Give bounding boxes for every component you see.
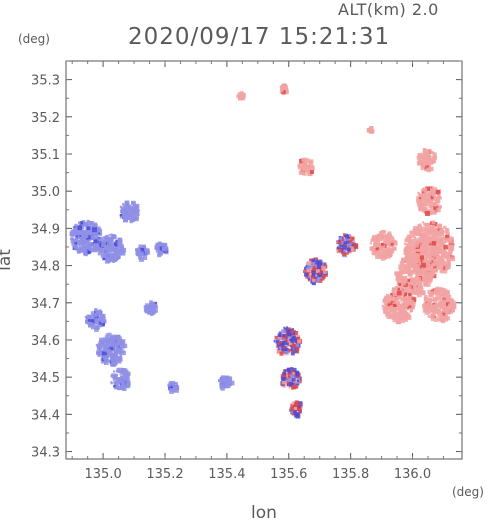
y-tick-label: 34.8	[31, 260, 60, 275]
echo-region	[279, 83, 289, 95]
echo-region	[273, 326, 303, 356]
echo-region	[154, 241, 169, 258]
echo-region	[110, 367, 131, 391]
echo-region	[95, 332, 128, 367]
x-tick-label: 135.2	[146, 467, 183, 482]
observation-datetime: 2020/09/17 15:21:31	[128, 24, 391, 50]
y-tick-label: 34.7	[31, 297, 60, 312]
echo-region	[135, 244, 150, 262]
y-axis-label: lat	[0, 249, 15, 271]
y-tick-label: 35.0	[31, 185, 60, 200]
echo-region	[381, 286, 417, 325]
altitude-label: ALT(km) 2.0	[338, 0, 439, 19]
y-tick-label: 34.4	[31, 408, 60, 423]
echo-region	[297, 157, 315, 177]
echo-region	[422, 286, 457, 324]
y-tick-label: 34.9	[31, 222, 60, 237]
x-tick-label: 135.6	[270, 467, 307, 482]
echo-region	[97, 233, 127, 264]
echo-region	[119, 200, 140, 224]
echo-region	[218, 375, 235, 391]
y-tick-label: 34.3	[31, 446, 60, 461]
echo-region	[394, 253, 435, 298]
x-axis-unit: (deg)	[452, 485, 484, 499]
x-tick-label: 135.0	[85, 467, 122, 482]
x-tick-label: 135.8	[332, 467, 369, 482]
echo-region	[167, 380, 180, 394]
echo-region	[416, 148, 437, 173]
y-tick-label: 35.2	[31, 111, 60, 126]
echo-region	[416, 185, 442, 216]
echo-region	[289, 400, 304, 419]
echo-region	[280, 367, 302, 390]
y-tick-label: 35.1	[31, 148, 60, 163]
y-axis-unit: (deg)	[18, 32, 50, 46]
echo-region	[143, 300, 158, 316]
y-tick-label: 34.6	[31, 334, 60, 349]
map-frame	[65, 60, 463, 460]
echo-region	[366, 126, 375, 134]
echo-region	[84, 308, 107, 332]
echo-region	[236, 91, 246, 101]
x-tick-label: 136.0	[394, 467, 431, 482]
echo-region	[369, 229, 398, 261]
y-tick-label: 35.3	[31, 74, 60, 89]
echo-region	[303, 257, 328, 286]
tick-layer: 135.0 135.2 135.4 135.6 135.8 136.0 34.3 34.4 34…	[31, 60, 462, 482]
x-tick-label: 135.4	[208, 467, 245, 482]
echo-layer	[69, 83, 457, 419]
echo-region	[336, 233, 359, 258]
y-tick-label: 34.5	[31, 371, 60, 386]
x-axis-label: lon	[251, 503, 277, 523]
